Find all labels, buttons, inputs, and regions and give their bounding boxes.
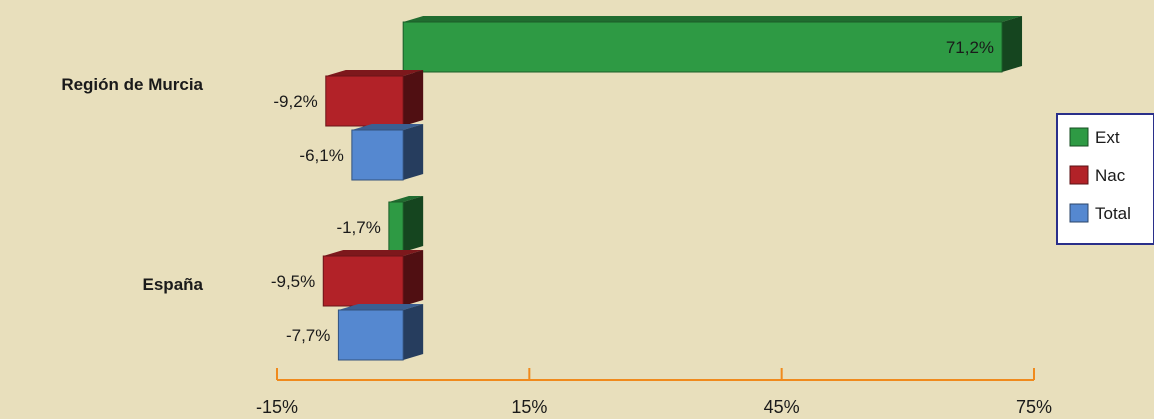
category-label: Región de Murcia	[61, 75, 203, 94]
legend-label: Total	[1095, 204, 1131, 223]
tick-label: -15%	[256, 397, 298, 417]
data-label: -9,5%	[271, 272, 315, 291]
bar-ext	[402, 16, 1023, 73]
category-label: España	[143, 275, 204, 294]
x-axis: -15% 15% 45% 75%	[256, 368, 1052, 417]
bar-total	[337, 304, 424, 361]
bars-layer	[322, 16, 1023, 361]
data-label: 71,2%	[946, 38, 994, 57]
bar-ext	[388, 196, 424, 253]
legend-label: Nac	[1095, 166, 1126, 185]
data-label: -7,7%	[286, 326, 330, 345]
legend-swatch	[1069, 203, 1089, 223]
bar-total	[351, 124, 424, 181]
bar-nac	[325, 70, 424, 127]
tick-label: 15%	[511, 397, 547, 417]
tick-label: 45%	[764, 397, 800, 417]
data-label: -1,7%	[336, 218, 380, 237]
legend-swatch	[1069, 165, 1089, 185]
bar-nac	[322, 250, 424, 307]
labels-layer: Región de Murcia España 71,2% -1,7% -9,2% -9,…	[61, 38, 994, 345]
legend-swatch	[1069, 127, 1089, 147]
data-label: -9,2%	[273, 92, 317, 111]
legend: Ext Nac Total	[1056, 113, 1154, 245]
tick-label: 75%	[1016, 397, 1052, 417]
legend-label: Ext	[1095, 128, 1120, 147]
data-label: -6,1%	[299, 146, 343, 165]
